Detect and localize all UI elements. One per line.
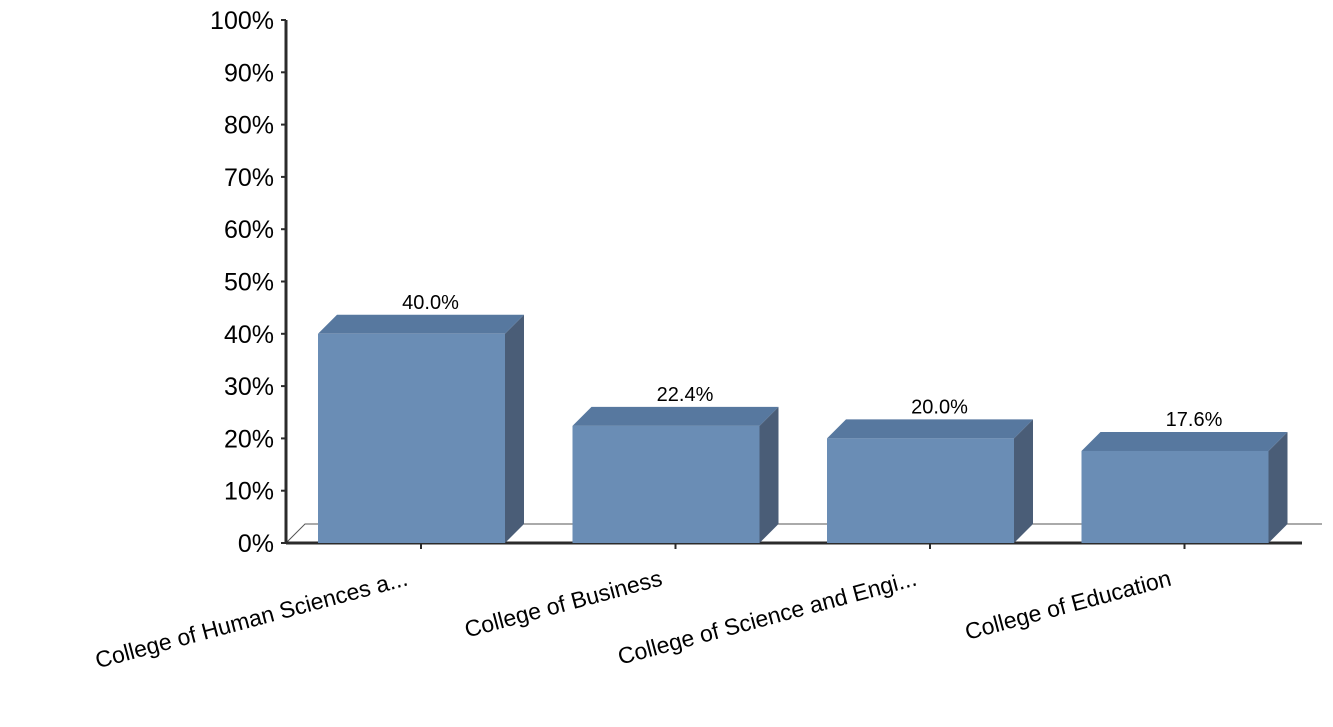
- bar-top-face: [827, 419, 1033, 439]
- x-tick-label: College of Business: [462, 565, 665, 643]
- bar: [572, 406, 779, 543]
- y-tick-label: 0%: [238, 530, 274, 558]
- data-label: 17.6%: [1166, 409, 1223, 431]
- y-tick-label: 20%: [224, 425, 274, 453]
- y-axis-tick-labels: 0% 10% 20% 30% 40% 50% 60% 70% 80% 90% 100%: [210, 7, 286, 558]
- data-label: 22.4%: [657, 384, 714, 406]
- bar-top-face: [318, 314, 524, 334]
- bar: [318, 314, 524, 543]
- data-labels: 40.0% 22.4% 20.0% 17.6%: [402, 292, 1222, 431]
- bar-front-face: [1081, 450, 1269, 543]
- bar: [827, 419, 1033, 543]
- y-tick-label: 30%: [224, 373, 274, 401]
- bars: [318, 314, 1288, 543]
- y-tick-label: 80%: [224, 112, 274, 140]
- y-tick-label: 100%: [210, 7, 274, 35]
- y-tick-label: 40%: [224, 321, 274, 349]
- data-label: 40.0%: [402, 292, 459, 314]
- y-tick-label: 60%: [224, 216, 274, 244]
- bar-front-face: [827, 438, 1014, 543]
- bar-top-face: [572, 406, 779, 426]
- bar-side-face: [1268, 431, 1288, 543]
- x-axis-tick-labels: College of Human Sciences a... College of…: [92, 543, 1186, 673]
- bar-top-face: [1081, 431, 1288, 451]
- data-label: 20.0%: [911, 396, 968, 418]
- y-tick-label: 70%: [224, 164, 274, 192]
- y-tick-label: 10%: [224, 478, 274, 506]
- x-tick-label: College of Education: [962, 565, 1174, 645]
- bar-front-face: [318, 333, 505, 543]
- x-tick-label: College of Human Sciences a...: [92, 565, 410, 673]
- bar-front-face: [572, 425, 760, 543]
- bar-side-face: [505, 314, 524, 543]
- bar-side-face: [1014, 419, 1033, 543]
- y-tick-label: 50%: [224, 269, 274, 297]
- y-tick-label: 90%: [224, 59, 274, 87]
- bar: [1081, 431, 1288, 543]
- bar-side-face: [759, 406, 779, 543]
